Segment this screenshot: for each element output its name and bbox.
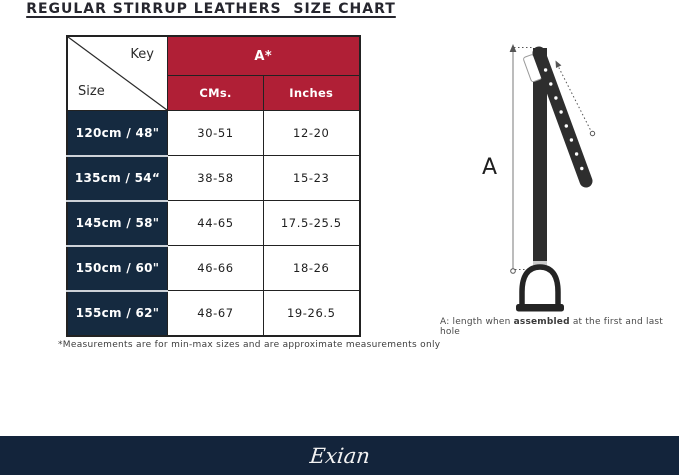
measure-a-label: A <box>482 155 498 180</box>
measure-line-diagonal <box>555 60 596 137</box>
caption-suffix: at the first and last hole <box>440 317 664 337</box>
inches-value-cell: 19-26.5 <box>263 290 360 337</box>
table-row: 145cm / 58" 44-65 17.5-25.5 <box>66 200 360 247</box>
size-chart-table: Key Size A* CMs. Inches 120cm / 48" 30-5… <box>66 35 361 337</box>
group-header-a: A* <box>167 35 360 76</box>
cms-value-cell: 48-67 <box>167 290 264 337</box>
footnote: *Measurements are for min-max sizes and … <box>58 340 441 350</box>
cms-value-cell: 30-51 <box>167 110 264 156</box>
table-row: 135cm / 54“ 38-58 15-23 <box>66 155 360 202</box>
corner-size-label: Size <box>78 84 105 99</box>
cms-value-cell: 46-66 <box>167 245 264 291</box>
measure-line-a <box>509 44 534 274</box>
corner-cell: Key Size <box>66 35 168 111</box>
footer-bar: Exian <box>0 436 679 475</box>
size-cell: 155cm / 62" <box>66 290 168 337</box>
inches-value-cell: 17.5-25.5 <box>263 200 360 246</box>
angled-strap <box>532 46 593 188</box>
size-cell: 120cm / 48" <box>66 110 168 157</box>
stirrup-leather-illustration <box>509 44 596 312</box>
inches-value-cell: 15-23 <box>263 155 360 201</box>
caption-bold-word: assembled <box>513 317 570 327</box>
diagram-caption: A: length when assembled at the first an… <box>440 317 679 337</box>
caption-prefix: A: length when <box>440 317 514 327</box>
column-header-inches: Inches <box>263 75 360 111</box>
size-table-body: 120cm / 48" 30-51 12-20 135cm / 54“ 38-5… <box>66 110 360 337</box>
table-row: 120cm / 48" 30-51 12-20 <box>66 110 360 157</box>
size-table-head-rows: Key Size A* CMs. Inches <box>66 35 360 111</box>
size-cell: 150cm / 60" <box>66 245 168 292</box>
inches-value-cell: 12-20 <box>263 110 360 156</box>
vertical-strap <box>533 48 547 266</box>
stirrup-iron <box>516 261 564 312</box>
cms-value-cell: 44-65 <box>167 200 264 246</box>
column-header-cms: CMs. <box>167 75 264 111</box>
brand-logo: Exian <box>308 443 371 468</box>
table-row: 155cm / 62" 48-67 19-26.5 <box>66 290 360 337</box>
corner-key-label: Key <box>130 47 154 62</box>
inches-value-cell: 18-26 <box>263 245 360 291</box>
size-cell: 135cm / 54“ <box>66 155 168 202</box>
page-title: REGULAR STIRRUP LEATHERS SIZE CHART <box>26 1 396 17</box>
size-cell: 145cm / 58" <box>66 200 168 247</box>
diagonal-divider <box>68 37 167 110</box>
table-row: 150cm / 60" 46-66 18-26 <box>66 245 360 292</box>
cms-value-cell: 38-58 <box>167 155 264 201</box>
